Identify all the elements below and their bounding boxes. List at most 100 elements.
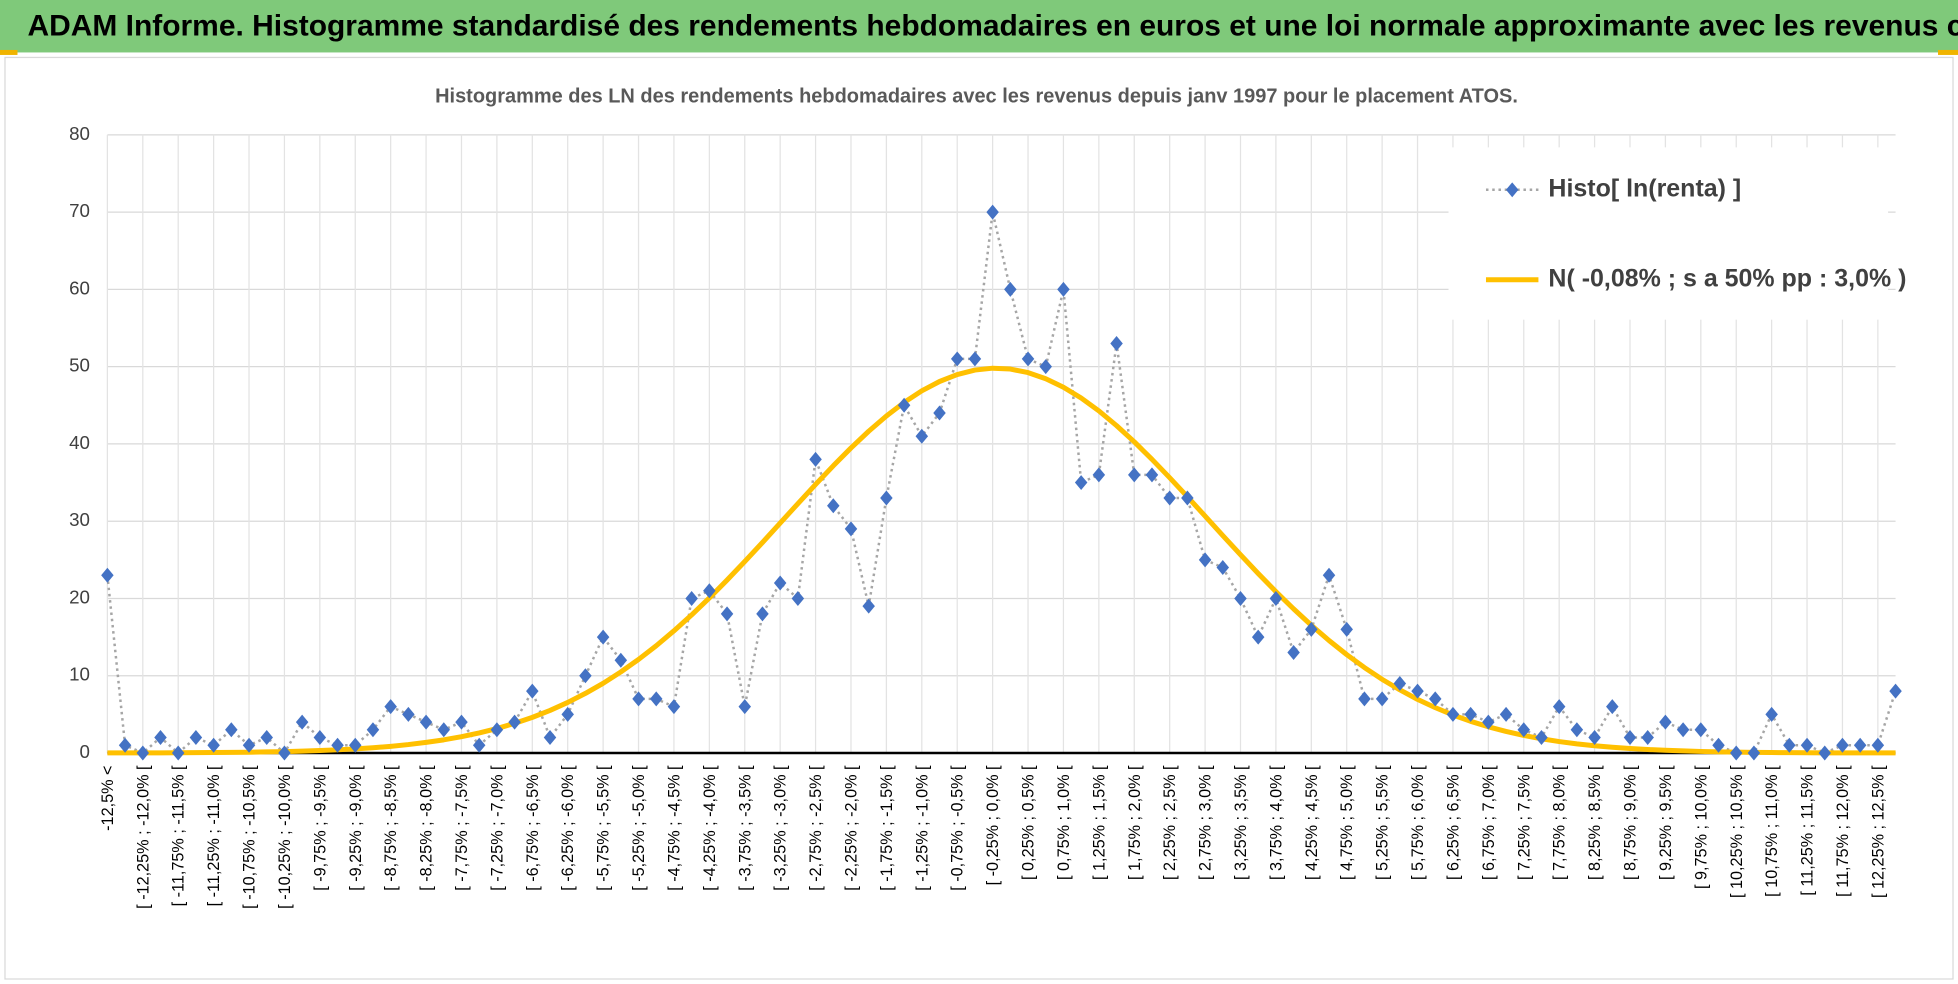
x-tick-label: [ 11,75% ; 12,0% [: [1834, 765, 1852, 897]
x-tick-label: [ -11,25% ; -11,0% [: [205, 765, 223, 906]
x-tick-label: [ 2,75% ; 3,0% [: [1197, 765, 1215, 880]
histogram-marker: [1163, 490, 1176, 506]
y-tick-label: 40: [69, 432, 90, 453]
histogram-marker: [136, 745, 150, 761]
x-tick-label: [ -4,25% ; -4,0% [: [701, 765, 719, 891]
histogram-marker: [968, 351, 982, 367]
x-tick-label: [ -6,25% ; -6,0% [: [559, 765, 577, 891]
x-tick-label: [ -10,75% ; -10,5% [: [241, 765, 259, 909]
y-tick-label: 70: [69, 200, 90, 221]
histogram-marker: [827, 498, 840, 514]
histogram-marker: [331, 737, 344, 753]
x-tick-label: [ -8,75% ; -8,5% [: [382, 765, 400, 891]
histogram-marker: [1198, 552, 1212, 568]
histogram-marker: [1411, 683, 1424, 699]
histogram-marker: [1234, 590, 1247, 606]
x-tick-label: [ 9,25% ; 9,5% [: [1657, 765, 1675, 880]
corner-accent: [1938, 49, 1958, 55]
histogram-marker: [419, 714, 433, 730]
histogram-marker: [490, 722, 504, 738]
histogram-marker: [543, 730, 557, 746]
histogram-line: [106, 211, 1897, 755]
y-tick-label: 10: [69, 664, 90, 685]
x-tick-label: [ 11,25% ; 11,5% [: [1799, 765, 1817, 896]
histogram-marker: [1428, 691, 1442, 707]
histogram-marker: [561, 706, 574, 722]
histogram-marker: [1570, 722, 1584, 738]
x-tick-label: [ -8,25% ; -8,0% [: [418, 765, 436, 891]
x-tick-label: [ -5,25% ; -5,0% [: [630, 765, 648, 891]
histogram-marker: [738, 699, 752, 715]
x-tick-label: [ 6,75% ; 7,0% [: [1480, 765, 1498, 880]
histogram-marker: [1676, 722, 1690, 738]
x-tick-label: [ 0,75% ; 1,0% [: [1055, 765, 1073, 880]
histogram-marker: [1836, 737, 1849, 753]
histogram-marker: [1287, 645, 1300, 661]
histogram-marker: [1092, 467, 1106, 483]
x-tick-label: [ 12,25% ; 12,5% [: [1869, 765, 1887, 898]
x-tick-label: [ 5,25% ; 5,5% [: [1374, 765, 1392, 880]
x-tick-label: [ -1,75% ; -1,5% [: [878, 765, 896, 891]
x-tick-label: [ -2,25% ; -2,0% [: [843, 765, 861, 891]
histogram-marker: [1269, 590, 1283, 606]
histogram-marker: [1181, 490, 1194, 506]
x-tick-label: [ 1,25% ; 1,5% [: [1090, 765, 1108, 880]
x-tick-label: [ 3,75% ; 4,0% [: [1267, 765, 1285, 880]
histogram-marker: [1871, 737, 1885, 753]
histogram-marker: [1499, 706, 1513, 722]
histogram-marker: [950, 351, 964, 367]
histogram-marker: [472, 737, 486, 753]
x-tick-label: [ -0,75% ; -0,5% [: [949, 765, 967, 891]
histogram-marker: [1712, 737, 1725, 753]
chart-border: [4, 56, 1954, 980]
legend-box: [1448, 147, 1889, 320]
histogram-marker: [1747, 745, 1761, 761]
histogram-marker: [455, 714, 468, 730]
histogram-marker: [1535, 730, 1548, 746]
histogram-marker: [880, 490, 893, 506]
legend-label: Histo[ ln(renta) ]: [1548, 174, 1741, 202]
histogram-marker: [1800, 737, 1814, 753]
x-tick-label: [ 8,75% ; 9,0% [: [1622, 765, 1640, 880]
x-tick-label: [ -3,75% ; -3,5% [: [736, 765, 754, 891]
x-tick-label: [ 4,25% ; 4,5% [: [1303, 765, 1321, 880]
normal-curve: [107, 365, 1896, 756]
histogram-marker: [1128, 467, 1141, 483]
histogram-marker: [897, 397, 911, 413]
histogram-marker: [1606, 699, 1619, 715]
histogram-marker: [1853, 737, 1867, 753]
x-tick-label: [ -2,75% ; -2,5% [: [807, 765, 825, 891]
x-tick-label: [ -12,25% ; -12,0% [: [134, 765, 152, 909]
x-tick-label: [ 0,25% ; 0,5% [: [1020, 765, 1038, 880]
x-tick-label: [ -4,75% ; -4,5% [: [665, 765, 683, 891]
header-bar: [0, 0, 1958, 53]
histogram-marker: [1446, 706, 1460, 722]
x-tick-label: [ 10,25% ; 10,5% [: [1728, 765, 1746, 898]
y-tick-label: 20: [69, 586, 90, 607]
y-tick-label: 30: [69, 509, 90, 530]
x-tick-label: [ 8,25% ; 8,5% [: [1586, 765, 1604, 880]
histogram-marker: [189, 730, 203, 746]
histogram-marker: [1482, 714, 1495, 730]
grid: 0 10 20 30 40 50 60 70 80 -12,5% < [ -12,25% ; -12…: [69, 123, 1896, 909]
histogram-marker: [1552, 699, 1566, 715]
x-tick-label: [ 7,75% ; 8,0% [: [1551, 765, 1569, 880]
x-tick-label: [ -7,25% ; -7,0% [: [488, 765, 506, 891]
histogram-marker: [1765, 706, 1778, 722]
histogram-marker: [1783, 737, 1796, 753]
histogram-marker: [154, 730, 167, 746]
histogram-marker: [1004, 281, 1017, 297]
histogram-marker: [1464, 706, 1477, 722]
x-tick-label: [ 4,75% ; 5,0% [: [1338, 765, 1356, 880]
x-tick-label: [ -3,25% ; -3,0% [: [772, 765, 790, 891]
legend: Histo[ ln(renta) ] N( -0,08% ; s a 50% pp…: [1448, 147, 1906, 320]
y-tick-label: 0: [79, 741, 89, 762]
histogram-marker: [579, 668, 592, 684]
histogram-marker: [171, 745, 185, 761]
legend-label: N( -0,08% ; s a 50% pp : 3,0% ): [1548, 264, 1906, 292]
histogram-marker: [1659, 714, 1672, 730]
histogram-marker: [260, 730, 273, 746]
histogram-marker: [1074, 475, 1088, 491]
histogram-marker: [773, 575, 787, 591]
